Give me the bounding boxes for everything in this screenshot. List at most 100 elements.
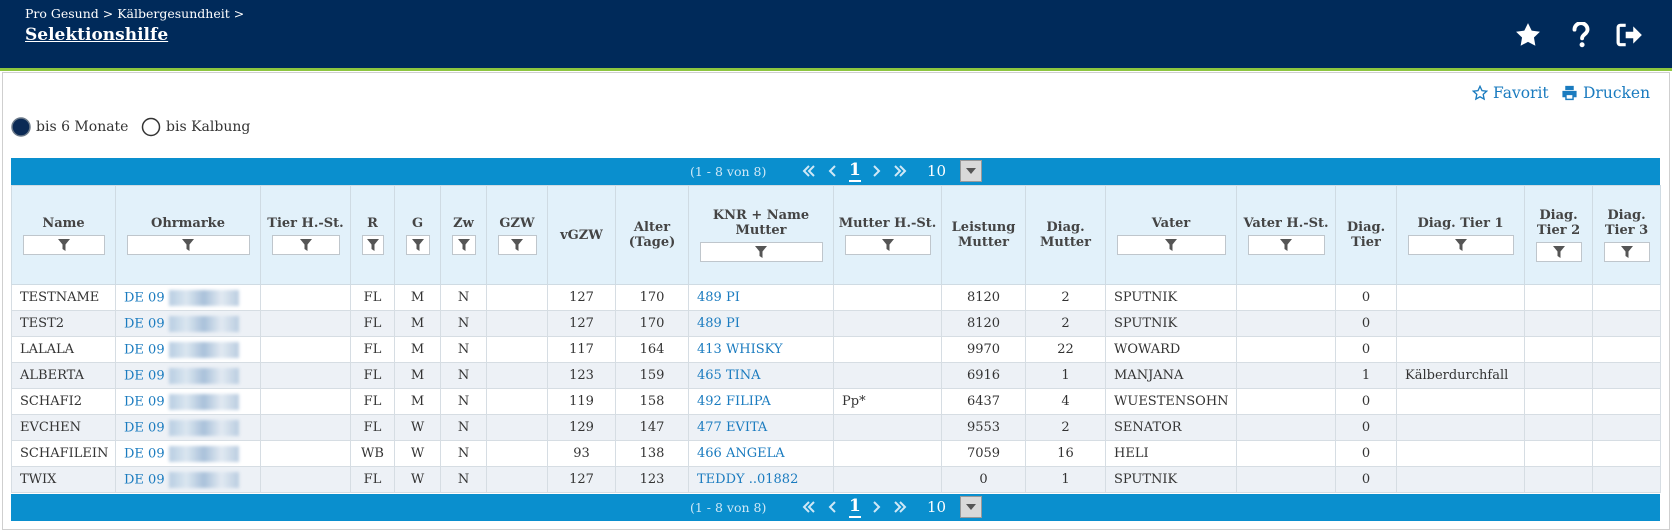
- table-row[interactable]: TWIX DE 09 FL W N 127 123 TEDDY ..01882 0 1 SPUTNI…: [11, 466, 1661, 493]
- cell-text: Kälberdurchfall: [1405, 368, 1509, 383]
- table-row[interactable]: TESTNAME DE 09 FL M N 127 170 489 PI 8120 2 SPUTNI…: [11, 284, 1661, 311]
- page-size[interactable]: 10: [927, 498, 947, 516]
- cell-link[interactable]: 477 EVITA: [697, 420, 768, 435]
- table-row[interactable]: TEST2 DE 09 FL M N 127 170 489 PI 8120 2 SPUTNIK 0: [11, 310, 1661, 337]
- cell-link[interactable]: 413 WHISKY: [697, 342, 783, 357]
- column-header[interactable]: R: [350, 185, 395, 285]
- favorite-icon[interactable]: [1514, 22, 1542, 48]
- filter-icon[interactable]: [1165, 238, 1177, 251]
- table-row[interactable]: LALALA DE 09 FL M N 117 164 413 WHISKY 9970 22 WOW…: [11, 336, 1661, 363]
- previous-page[interactable]: [826, 500, 838, 514]
- column-filter[interactable]: [1407, 234, 1514, 255]
- cell-link[interactable]: DE 09: [124, 420, 165, 435]
- radio-option[interactable]: bis 6 Monate: [11, 117, 128, 137]
- cell-link[interactable]: 489 PI: [697, 290, 740, 305]
- radio-option[interactable]: bis Kalbung: [141, 117, 250, 137]
- cell-link[interactable]: 492 FILIPA: [697, 394, 771, 409]
- radio-button[interactable]: [11, 117, 31, 137]
- favorite-action[interactable]: Favorit: [1472, 84, 1549, 102]
- cell-link[interactable]: DE 09: [124, 290, 165, 305]
- logout-icon[interactable]: [1616, 22, 1644, 48]
- cell-link[interactable]: TEDDY ..01882: [697, 472, 799, 487]
- column-header[interactable]: Zw: [440, 185, 487, 285]
- filter-icon[interactable]: [881, 238, 894, 251]
- cell-link[interactable]: DE 09: [124, 316, 165, 331]
- page-size[interactable]: 10: [927, 162, 947, 180]
- filter-icon[interactable]: [57, 238, 70, 251]
- column-header[interactable]: G: [394, 185, 441, 285]
- table-cell: [833, 310, 942, 337]
- column-header[interactable]: Diag. Tier 2: [1524, 185, 1593, 285]
- cell-text: 0: [1361, 446, 1371, 461]
- breadcrumb[interactable]: Pro Gesund > Kälbergesundheit >: [25, 6, 245, 21]
- cell-link[interactable]: 466 ANGELA: [697, 446, 785, 461]
- column-filter[interactable]: [1247, 234, 1325, 255]
- cell-text: WB: [361, 446, 384, 461]
- help-icon[interactable]: [1570, 22, 1592, 48]
- page-size-dropdown[interactable]: [960, 496, 982, 518]
- page-title[interactable]: Selektionshilfe: [25, 25, 169, 45]
- column-filter[interactable]: [22, 234, 105, 255]
- next-page[interactable]: [870, 500, 882, 514]
- column-filter[interactable]: [361, 234, 384, 255]
- table-row[interactable]: EVCHEN DE 09 FL W N 129 147 477 EVITA 9553 2 SENAT…: [11, 414, 1661, 441]
- cell-link[interactable]: DE 09: [124, 394, 165, 409]
- favorite-label[interactable]: Favorit: [1493, 84, 1549, 102]
- cell-text: 1: [1061, 472, 1070, 487]
- column-header[interactable]: KNR + Name Mutter: [688, 185, 834, 285]
- column-label: Diag. Tier 3: [1604, 208, 1649, 238]
- column-header[interactable]: Vater H.-St.: [1236, 185, 1336, 285]
- filter-icon[interactable]: [366, 238, 379, 251]
- cell-link[interactable]: DE 09: [124, 446, 165, 461]
- filter-icon[interactable]: [1552, 246, 1565, 258]
- column-filter[interactable]: [405, 234, 430, 255]
- current-page[interactable]: 1: [849, 496, 861, 518]
- column-filter[interactable]: [699, 242, 823, 262]
- cell-link[interactable]: 465 TINA: [697, 368, 761, 383]
- cell-link[interactable]: DE 09: [124, 472, 165, 487]
- cell-link[interactable]: DE 09: [124, 342, 165, 357]
- column-filter[interactable]: [844, 234, 931, 255]
- filter-icon[interactable]: [1454, 238, 1467, 251]
- cell-link[interactable]: DE 09: [124, 368, 165, 383]
- next-page[interactable]: [870, 164, 882, 178]
- table-row[interactable]: ALBERTA DE 09 FL M N 123 159 465 TINA 6916 1 MANJA…: [11, 362, 1661, 389]
- column-header[interactable]: Ohrmarke: [115, 185, 261, 285]
- filter-icon[interactable]: [511, 238, 523, 251]
- last-page[interactable]: [891, 500, 907, 514]
- print-action[interactable]: Drucken: [1561, 84, 1650, 102]
- column-header[interactable]: Tier H.-St.: [260, 185, 351, 285]
- filter-icon[interactable]: [182, 238, 194, 251]
- table-row[interactable]: SCHAFI2 DE 09 FL M N 119 158 492 FILIPA Pp* 6437 4…: [11, 388, 1661, 415]
- table-row[interactable]: SCHAFILEIN DE 09 WB W N 93 138 466 ANGELA 7059 16…: [11, 440, 1661, 467]
- print-label[interactable]: Drucken: [1583, 84, 1651, 102]
- filter-icon[interactable]: [1280, 238, 1292, 251]
- column-header[interactable]: Vater: [1105, 185, 1237, 285]
- first-page[interactable]: [800, 164, 816, 178]
- cell-text: 6916: [966, 368, 1001, 383]
- column-header[interactable]: Diag. Tier 3: [1592, 185, 1661, 285]
- current-page[interactable]: 1: [849, 160, 861, 182]
- column-header[interactable]: GZW: [486, 185, 548, 285]
- column-filter[interactable]: [1116, 234, 1226, 255]
- column-filter[interactable]: [451, 234, 476, 255]
- cell-link[interactable]: 489 PI: [697, 316, 740, 331]
- column-filter[interactable]: [126, 234, 250, 255]
- filter-icon[interactable]: [457, 238, 470, 251]
- filter-icon[interactable]: [1620, 246, 1633, 258]
- column-header[interactable]: Diag. Tier 1: [1396, 185, 1525, 285]
- page-size-dropdown[interactable]: [960, 160, 982, 182]
- column-filter[interactable]: [271, 234, 340, 255]
- filter-icon[interactable]: [411, 238, 424, 251]
- column-header[interactable]: Mutter H.-St.: [833, 185, 942, 285]
- column-filter[interactable]: [1603, 242, 1650, 262]
- column-filter[interactable]: [497, 234, 537, 255]
- radio-button[interactable]: [141, 117, 161, 137]
- column-filter[interactable]: [1535, 242, 1582, 262]
- filter-icon[interactable]: [299, 238, 312, 251]
- last-page[interactable]: [891, 164, 907, 178]
- filter-icon[interactable]: [755, 246, 767, 258]
- previous-page[interactable]: [826, 164, 838, 178]
- first-page[interactable]: [800, 500, 816, 514]
- column-header[interactable]: Name: [11, 185, 116, 285]
